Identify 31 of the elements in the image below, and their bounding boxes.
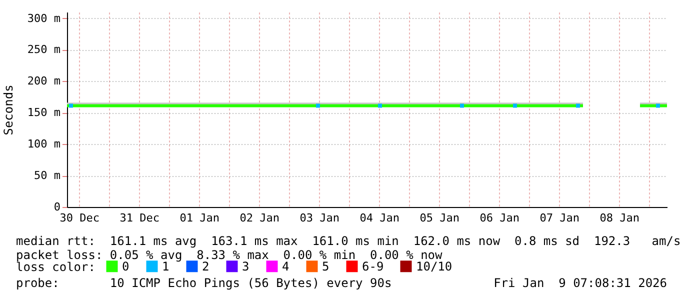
x-tick-label: 08 Jan — [600, 212, 640, 224]
y-tick-label: 300 m — [27, 12, 61, 25]
text: packet loss: 0.05 % avg 8.33 % max 0.00 % min 0.00 % now — [16, 248, 444, 262]
y-tick-label: 100 m — [27, 138, 61, 151]
legend-title: loss color: — [16, 260, 96, 274]
y-tick-label: 150 m — [27, 106, 61, 120]
text: median rtt: 161.1 ms avg 163.1 ms max 161.0 ms min 162.0 ms now 0.8 ms sd 192.3 am/s — [16, 234, 681, 248]
legend-label: 4 — [282, 259, 290, 274]
legend-label: 10/10 — [416, 259, 452, 274]
y-tick-label: 50 m — [34, 169, 61, 182]
x-tick-label: 07 Jan — [540, 212, 580, 224]
legend-label: 5 — [322, 259, 330, 274]
y-axis-title: Seconds — [1, 84, 16, 136]
legend-label: 1 — [162, 259, 170, 274]
legend-label: 6-9 — [362, 259, 384, 274]
y-tick-label: 250 m — [27, 43, 61, 56]
y-tick-label: 0 — [54, 200, 60, 214]
legend-label: 3 — [242, 259, 250, 274]
x-tick-label: 05 Jan — [420, 212, 460, 224]
x-tick-label: 02 Jan — [240, 212, 280, 224]
y-tick-label: 200 m — [27, 74, 61, 88]
x-tick-label: 30 Dec — [60, 212, 100, 224]
legend-label: 0 — [122, 259, 130, 274]
legend-label: 2 — [202, 259, 210, 274]
x-tick-label: 06 Jan — [480, 212, 520, 224]
text: Fri Jan 9 07:08:31 2026 — [494, 276, 667, 290]
x-tick-label: 03 Jan — [300, 212, 340, 224]
x-tick-label: 04 Jan — [360, 212, 400, 224]
x-tick-label: 31 Dec — [120, 212, 160, 224]
text: probe: 10 ICMP Echo Pings (56 Bytes) every 90s — [16, 276, 392, 290]
x-tick-label: 01 Jan — [180, 212, 220, 224]
